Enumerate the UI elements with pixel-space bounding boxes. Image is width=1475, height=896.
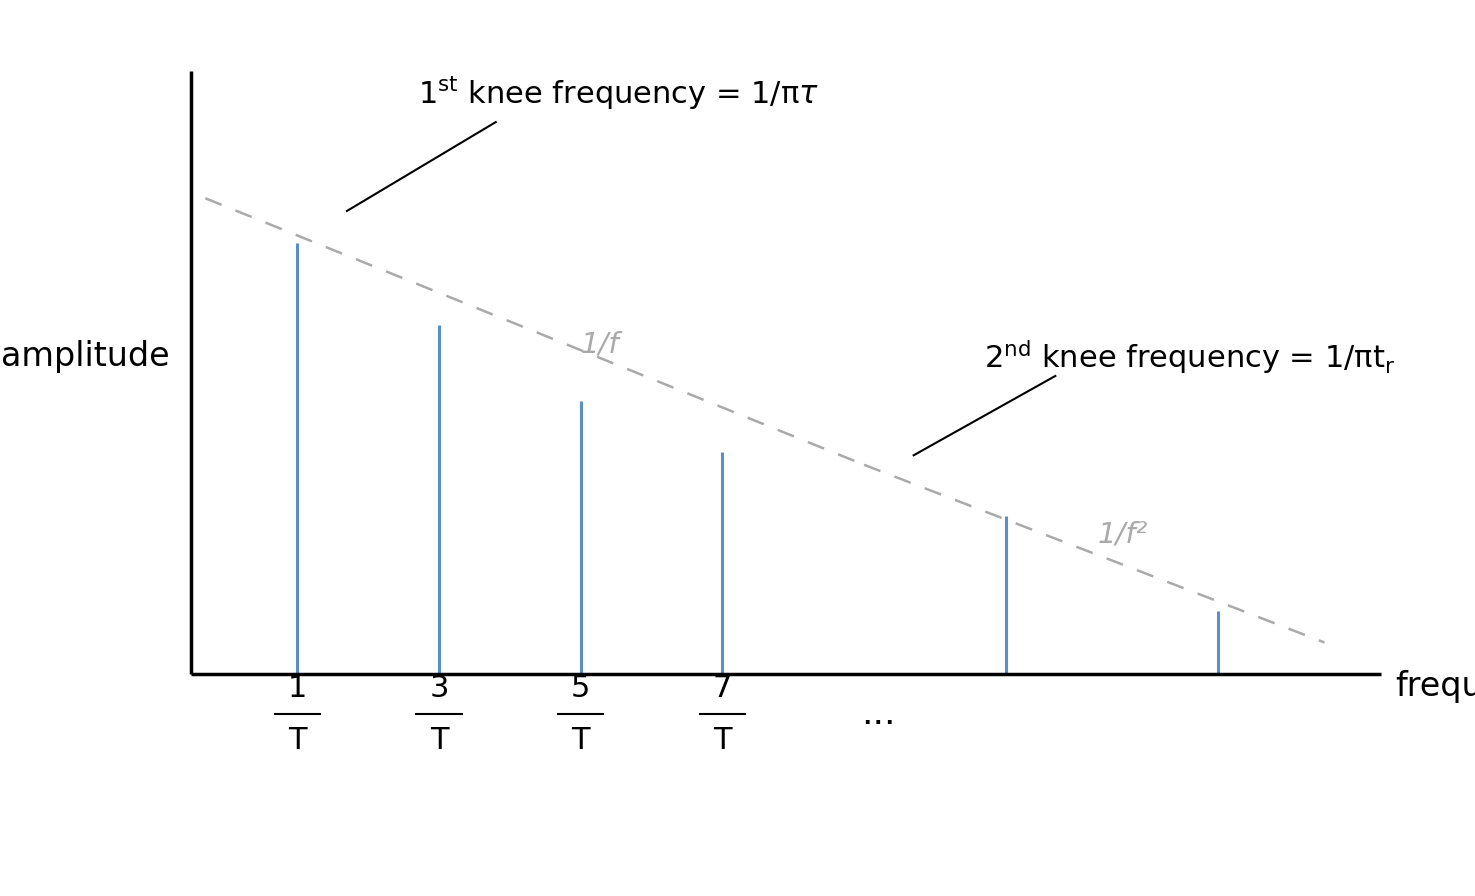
Text: ...: ... xyxy=(861,697,895,731)
Text: 2$^{\mathregular{nd}}$ knee frequency = 1/πt$_{\mathregular{r}}$: 2$^{\mathregular{nd}}$ knee frequency = … xyxy=(984,338,1395,376)
Text: amplitude: amplitude xyxy=(0,340,170,374)
Text: T: T xyxy=(429,727,448,755)
Text: frequency: frequency xyxy=(1395,670,1475,703)
Text: 3: 3 xyxy=(429,674,448,702)
Text: 5: 5 xyxy=(571,674,590,702)
Text: T: T xyxy=(571,727,590,755)
Text: T: T xyxy=(288,727,307,755)
Text: 7: 7 xyxy=(712,674,732,702)
Text: 1$^{\mathregular{st}}$ knee frequency = 1/π$\tau$: 1$^{\mathregular{st}}$ knee frequency = … xyxy=(417,75,819,112)
Text: 1: 1 xyxy=(288,674,307,702)
Text: T: T xyxy=(714,727,732,755)
Text: 1/f: 1/f xyxy=(581,331,619,358)
Text: 1/f²: 1/f² xyxy=(1097,521,1148,548)
